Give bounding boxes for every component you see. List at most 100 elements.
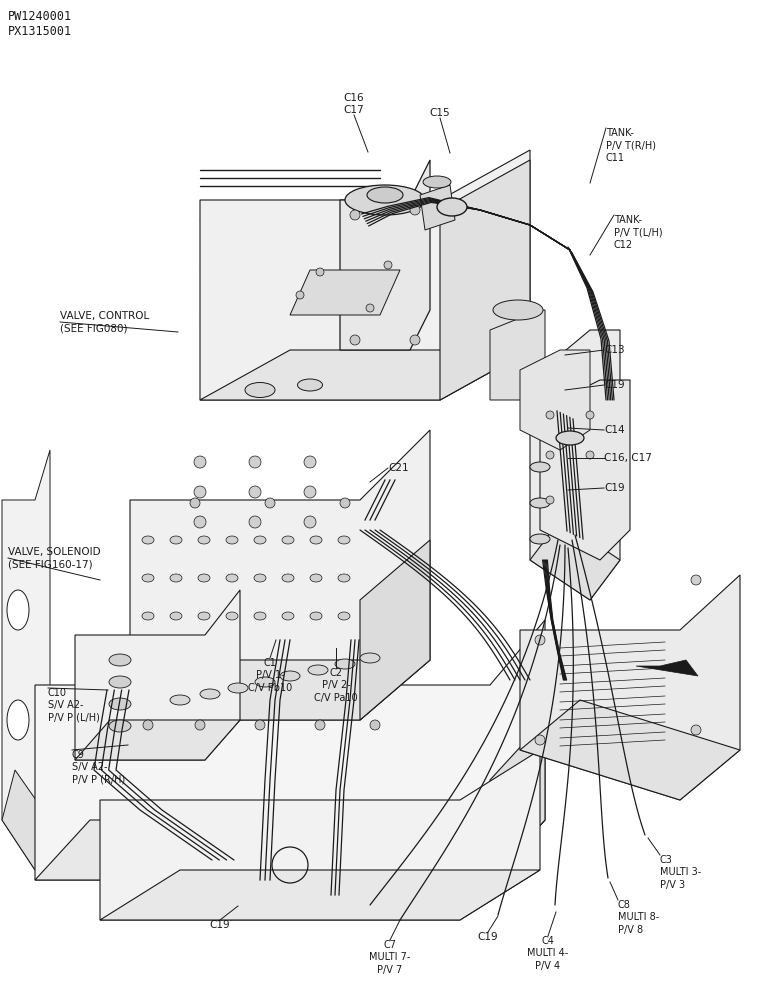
Ellipse shape: [142, 574, 154, 582]
Ellipse shape: [109, 720, 131, 732]
Polygon shape: [540, 380, 630, 560]
Ellipse shape: [142, 536, 154, 544]
Ellipse shape: [437, 198, 467, 216]
Text: C21: C21: [388, 463, 409, 473]
Ellipse shape: [254, 574, 266, 582]
Ellipse shape: [109, 676, 131, 688]
Polygon shape: [490, 720, 545, 880]
Text: C16, C17: C16, C17: [604, 453, 652, 463]
Ellipse shape: [530, 462, 550, 472]
Ellipse shape: [310, 574, 322, 582]
Circle shape: [546, 496, 554, 504]
Circle shape: [410, 335, 420, 345]
Circle shape: [249, 456, 261, 468]
Text: TANK-
P/V T(L/H)
C12: TANK- P/V T(L/H) C12: [614, 215, 663, 250]
Circle shape: [315, 720, 325, 730]
Circle shape: [194, 486, 206, 498]
Polygon shape: [75, 720, 240, 760]
Circle shape: [316, 268, 324, 276]
Ellipse shape: [142, 612, 154, 620]
Polygon shape: [200, 150, 530, 400]
Circle shape: [194, 516, 206, 528]
Ellipse shape: [282, 536, 294, 544]
Ellipse shape: [530, 390, 550, 400]
Ellipse shape: [7, 590, 29, 630]
Polygon shape: [100, 870, 540, 920]
Circle shape: [350, 335, 360, 345]
Polygon shape: [100, 750, 540, 920]
Text: C13: C13: [604, 345, 625, 355]
Text: C14: C14: [604, 425, 625, 435]
Circle shape: [535, 635, 545, 645]
Circle shape: [384, 261, 392, 269]
Ellipse shape: [200, 689, 220, 699]
Text: VALVE, CONTROL
(SEE FIG080): VALVE, CONTROL (SEE FIG080): [60, 311, 149, 333]
Text: C19: C19: [604, 483, 625, 493]
Text: C7
MULTI 7-
P/V 7: C7 MULTI 7- P/V 7: [369, 940, 410, 975]
Text: C2
P/V 2-
C/V Pa10: C2 P/V 2- C/V Pa10: [314, 668, 358, 703]
Ellipse shape: [308, 665, 328, 675]
Circle shape: [249, 516, 261, 528]
Ellipse shape: [282, 612, 294, 620]
Polygon shape: [360, 540, 430, 720]
Text: TANK-
P/V T(R/H)
C11: TANK- P/V T(R/H) C11: [606, 128, 656, 163]
Polygon shape: [200, 350, 530, 400]
Circle shape: [546, 451, 554, 459]
Ellipse shape: [109, 654, 131, 666]
Text: C19: C19: [478, 932, 499, 942]
Ellipse shape: [423, 176, 451, 188]
Polygon shape: [290, 270, 400, 315]
Polygon shape: [2, 450, 50, 870]
Ellipse shape: [367, 187, 403, 203]
Polygon shape: [75, 590, 240, 760]
Ellipse shape: [254, 536, 266, 544]
Ellipse shape: [530, 498, 550, 508]
Polygon shape: [520, 700, 740, 800]
Circle shape: [691, 725, 701, 735]
Ellipse shape: [345, 185, 425, 215]
Text: VALVE, SOLENOID
(SEE FIG160-17): VALVE, SOLENOID (SEE FIG160-17): [8, 547, 100, 569]
Text: C4
MULTI 4-
P/V 4: C4 MULTI 4- P/V 4: [527, 936, 568, 971]
Polygon shape: [130, 430, 430, 720]
Text: C19: C19: [604, 380, 625, 390]
Ellipse shape: [109, 698, 131, 710]
Circle shape: [255, 720, 265, 730]
Polygon shape: [530, 520, 620, 600]
Ellipse shape: [170, 574, 182, 582]
Circle shape: [370, 720, 380, 730]
Circle shape: [249, 486, 261, 498]
Polygon shape: [420, 185, 455, 230]
Ellipse shape: [530, 534, 550, 544]
Polygon shape: [530, 330, 620, 600]
Ellipse shape: [530, 426, 550, 436]
Ellipse shape: [310, 536, 322, 544]
Ellipse shape: [198, 536, 210, 544]
Circle shape: [190, 498, 200, 508]
Circle shape: [586, 411, 594, 419]
Ellipse shape: [282, 574, 294, 582]
Ellipse shape: [338, 612, 350, 620]
Ellipse shape: [198, 612, 210, 620]
Circle shape: [194, 456, 206, 468]
Circle shape: [410, 205, 420, 215]
Ellipse shape: [226, 574, 238, 582]
Ellipse shape: [493, 300, 543, 320]
Text: C19: C19: [210, 920, 230, 930]
Circle shape: [304, 516, 316, 528]
Text: C9
S/V A2-
P/V P (R/H): C9 S/V A2- P/V P (R/H): [72, 750, 125, 785]
Text: C1
P/V 1-
C/V Pb10: C1 P/V 1- C/V Pb10: [248, 658, 292, 693]
Ellipse shape: [228, 683, 248, 693]
Ellipse shape: [338, 574, 350, 582]
Circle shape: [586, 451, 594, 459]
Ellipse shape: [170, 695, 190, 705]
Circle shape: [366, 304, 374, 312]
Ellipse shape: [198, 574, 210, 582]
Text: C10
S/V A2-
P/V P (L/H): C10 S/V A2- P/V P (L/H): [48, 688, 100, 723]
Polygon shape: [35, 620, 545, 880]
Polygon shape: [520, 350, 590, 450]
Polygon shape: [130, 660, 430, 720]
Ellipse shape: [280, 671, 300, 681]
Circle shape: [195, 720, 205, 730]
Text: C3
MULTI 3-
P/V 3: C3 MULTI 3- P/V 3: [660, 855, 701, 890]
Ellipse shape: [360, 653, 380, 663]
